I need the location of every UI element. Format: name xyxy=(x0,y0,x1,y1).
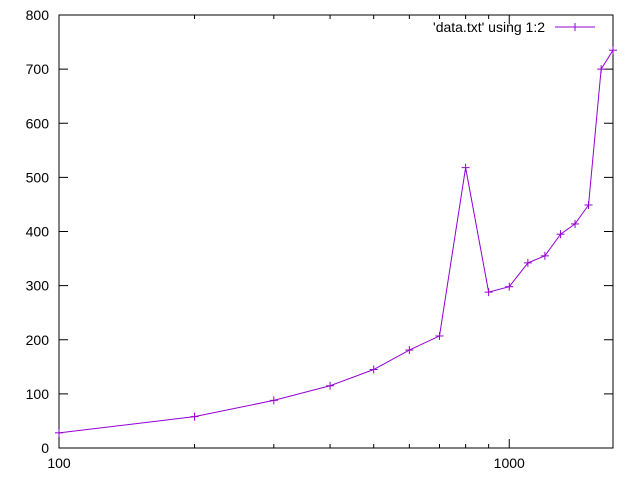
series-layer xyxy=(58,49,614,434)
x-tick-label: 1000 xyxy=(494,455,525,471)
y-tick-label: 500 xyxy=(26,169,50,185)
y-tick-label: 100 xyxy=(26,386,50,402)
y-tick-label: 200 xyxy=(26,332,50,348)
legend-label: 'data.txt' using 1:2 xyxy=(433,19,545,35)
data-point xyxy=(369,365,378,374)
y-tick-label: 700 xyxy=(26,61,50,77)
y-tick-label: 300 xyxy=(26,278,50,294)
data-point xyxy=(190,412,199,421)
data-point xyxy=(405,346,414,355)
y-axis: 0 100 200 300 400 500 600 700 800 xyxy=(26,7,50,456)
y-tick-label: 0 xyxy=(41,440,49,456)
data-point xyxy=(571,219,580,228)
plot-area xyxy=(55,14,617,449)
data-point xyxy=(609,46,617,55)
data-point xyxy=(269,396,278,405)
data-point xyxy=(556,230,565,239)
markers-layer xyxy=(55,46,617,437)
data-point xyxy=(584,200,593,209)
y-tick-label: 800 xyxy=(26,7,50,23)
data-point xyxy=(523,258,532,267)
data-point xyxy=(55,428,63,437)
data-point xyxy=(597,65,606,74)
data-point xyxy=(461,163,470,172)
x-axis: 100 1000 xyxy=(47,455,525,471)
data-point xyxy=(540,251,549,260)
data-point xyxy=(435,331,444,340)
y-tick-label: 600 xyxy=(26,115,50,131)
tick-marks xyxy=(59,15,613,448)
data-point xyxy=(484,288,493,297)
x-tick-label: 100 xyxy=(47,455,71,471)
legend-point xyxy=(571,23,579,31)
legend: 'data.txt' using 1:2 xyxy=(433,19,595,35)
legend-marker xyxy=(571,23,579,31)
series-line xyxy=(58,49,614,434)
data-point xyxy=(505,282,514,291)
y-tick-label: 400 xyxy=(26,224,50,240)
data-point xyxy=(326,381,335,390)
